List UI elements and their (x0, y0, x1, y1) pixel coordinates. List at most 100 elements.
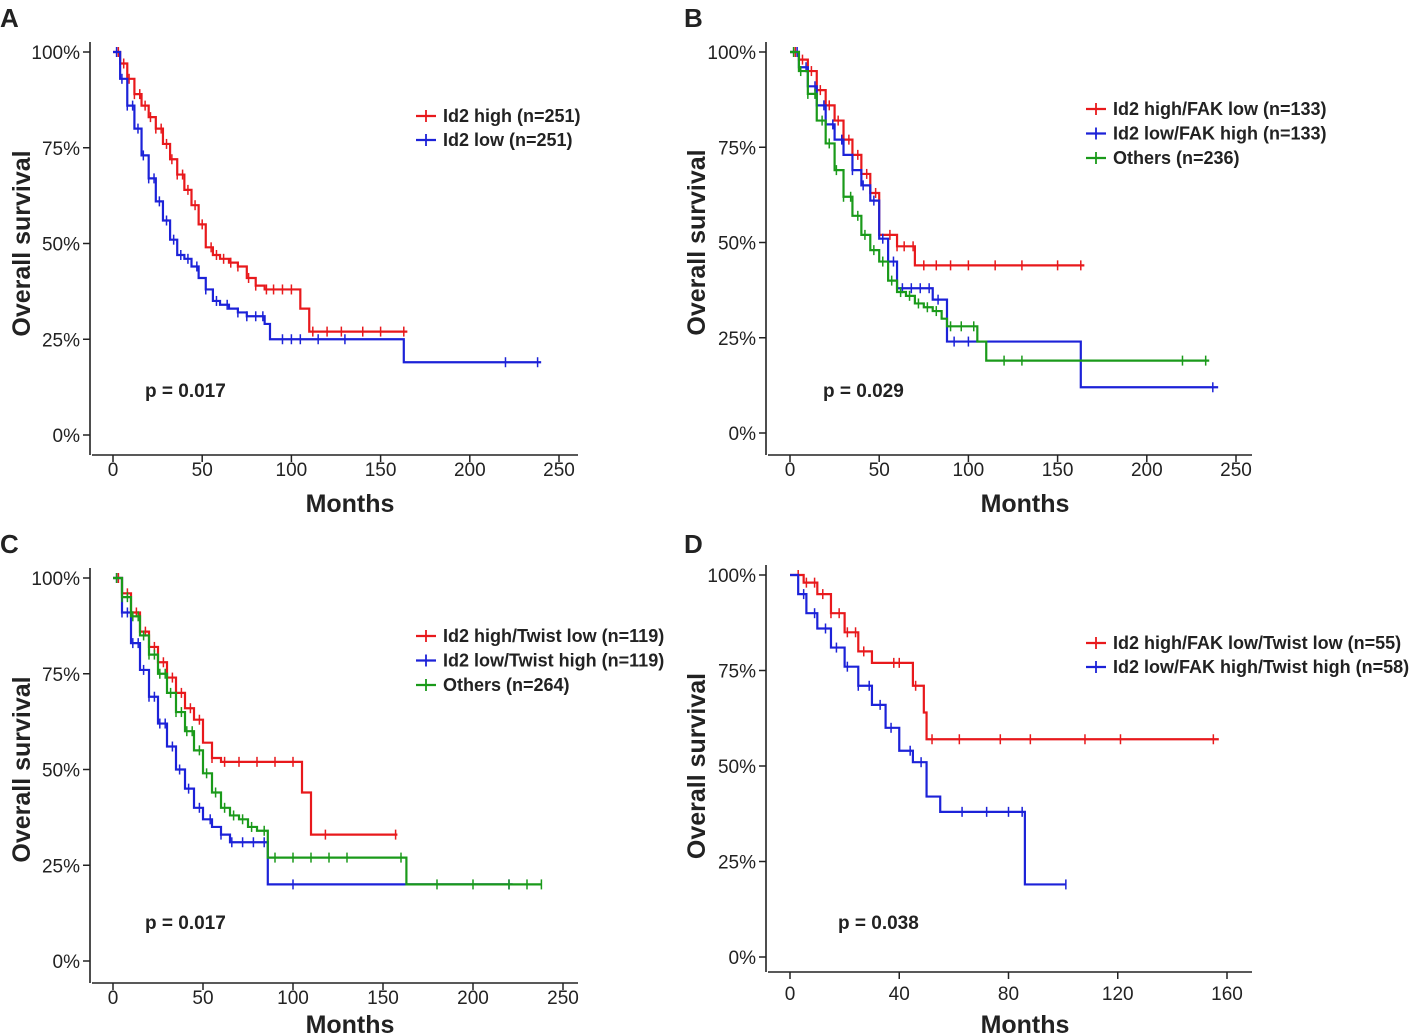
x-tick-label: 0 (785, 984, 796, 1005)
x-tick-label: 50 (192, 988, 213, 1009)
x-tick-label: 100 (277, 988, 309, 1009)
panel-B: B 0% 25% 50% 75% 100% 0 50 100 150 200 250 Months Ove… (683, 3, 1327, 518)
y-tick-label: 0% (53, 426, 81, 447)
x-tick-label: 120 (1102, 984, 1134, 1005)
x-tick-label: 0 (785, 460, 796, 481)
x-tick-label: 250 (547, 988, 579, 1009)
legend-label: Id2 low/FAK high (n=133) (1113, 124, 1327, 144)
x-tick-label: 0 (108, 460, 119, 481)
survival-curve (113, 576, 542, 886)
y-tick-label: 75% (42, 665, 80, 686)
y-tick-label: 100% (31, 43, 80, 64)
p-value: p = 0.017 (145, 913, 226, 934)
y-axis-label: Overall survival (683, 149, 711, 335)
series-2 (790, 573, 1067, 890)
series-2 (113, 573, 513, 890)
x-axis-label: Months (981, 490, 1070, 518)
y-tick-label: 75% (42, 139, 80, 160)
y-tick-label: 100% (707, 43, 756, 64)
p-value: p = 0.038 (838, 913, 919, 934)
x-tick-label: 0 (108, 988, 119, 1009)
survival-curve (790, 50, 1210, 362)
series-3 (790, 47, 1210, 366)
x-tick-label: 250 (543, 460, 575, 481)
x-tick-label: 200 (454, 460, 486, 481)
y-tick-label: 25% (42, 330, 80, 351)
legend-entry: Id2 high (n=251) (416, 106, 581, 126)
y-tick-label: 0% (53, 952, 81, 973)
x-tick-label: 100 (276, 460, 308, 481)
legend-label: Id2 low/FAK high/Twist high (n=58) (1113, 657, 1409, 677)
x-axis-label: Months (306, 490, 395, 518)
x-axis-label: Months (981, 1011, 1070, 1035)
survival-curve (113, 576, 398, 836)
y-axis-label: Overall survival (8, 676, 36, 862)
legend-label: Id2 high (n=251) (443, 106, 581, 126)
legend-label: Others (n=236) (1113, 148, 1240, 168)
y-tick-label: 100% (707, 566, 756, 587)
legend-entry: Id2 low/FAK high (n=133) (1086, 124, 1327, 144)
legend-entry: Others (n=236) (1086, 148, 1240, 168)
series-1 (113, 573, 398, 840)
survival-curve (790, 573, 1219, 741)
legend-label: Id2 high/Twist low (n=119) (443, 626, 664, 646)
x-tick-label: 50 (192, 460, 213, 481)
y-tick-label: 50% (718, 234, 756, 255)
legend-entry: Id2 low/FAK high/Twist high (n=58) (1086, 657, 1409, 677)
series-2 (113, 47, 542, 368)
p-value: p = 0.017 (145, 381, 226, 402)
x-tick-label: 200 (457, 988, 489, 1009)
y-tick-label: 25% (42, 856, 80, 877)
legend-entry: Others (n=264) (416, 675, 570, 695)
y-tick-label: 25% (718, 329, 756, 350)
y-tick-label: 50% (718, 757, 756, 778)
y-axis-label: Overall survival (8, 150, 36, 336)
x-tick-label: 150 (365, 460, 397, 481)
series-3 (113, 573, 543, 890)
legend-label: Others (n=264) (443, 675, 570, 695)
survival-curve (113, 576, 513, 886)
x-tick-label: 40 (889, 984, 910, 1005)
x-tick-label: 150 (367, 988, 399, 1009)
panel-letter: B (684, 3, 703, 33)
legend-entry: Id2 high/Twist low (n=119) (416, 626, 664, 646)
panel-letter: D (684, 529, 703, 559)
legend-label: Id2 low/Twist high (n=119) (443, 651, 664, 671)
series-1 (113, 47, 408, 337)
legend-entry: Id2 low (n=251) (416, 130, 573, 150)
x-tick-label: 200 (1131, 460, 1163, 481)
panel-letter: A (0, 3, 19, 33)
y-tick-label: 75% (718, 662, 756, 683)
legend-label: Id2 low (n=251) (443, 130, 573, 150)
x-tick-label: 150 (1042, 460, 1074, 481)
x-axis-label: Months (306, 1011, 395, 1035)
x-tick-label: 50 (869, 460, 890, 481)
x-tick-label: 80 (998, 984, 1019, 1005)
y-tick-label: 0% (729, 424, 757, 445)
y-tick-label: 75% (718, 138, 756, 159)
y-tick-label: 50% (42, 235, 80, 256)
y-axis-label: Overall survival (683, 673, 711, 859)
series-1 (790, 570, 1219, 745)
panel-C: C 0% 25% 50% 75% 100% 0 50 100 150 200 250 Months Ove… (0, 529, 664, 1035)
x-tick-label: 100 (953, 460, 985, 481)
survival-curve (113, 50, 408, 333)
y-tick-label: 50% (42, 761, 80, 782)
legend-entry: Id2 high/FAK low (n=133) (1086, 99, 1327, 119)
x-tick-label: 250 (1220, 460, 1252, 481)
y-tick-label: 100% (31, 569, 80, 590)
legend-label: Id2 high/FAK low (n=133) (1113, 99, 1327, 119)
x-tick-label: 160 (1211, 984, 1243, 1005)
legend-label: Id2 high/FAK low/Twist low (n=55) (1113, 633, 1401, 653)
p-value: p = 0.029 (823, 381, 904, 402)
survival-curve (790, 573, 1066, 886)
legend-entry: Id2 low/Twist high (n=119) (416, 651, 664, 671)
survival-curve (113, 50, 542, 364)
legend-entry: Id2 high/FAK low/Twist low (n=55) (1086, 633, 1401, 653)
y-tick-label: 25% (718, 853, 756, 874)
panel-letter: C (0, 529, 19, 559)
panel-D: D 0% 25% 50% 75% 100% 0 40 80 120 160 Months Overall… (683, 529, 1409, 1035)
y-tick-label: 0% (729, 948, 757, 969)
panel-A: A 0% 25% 50% 75% 100% 0 50 100 150 200 250 Months Ove… (0, 3, 581, 518)
